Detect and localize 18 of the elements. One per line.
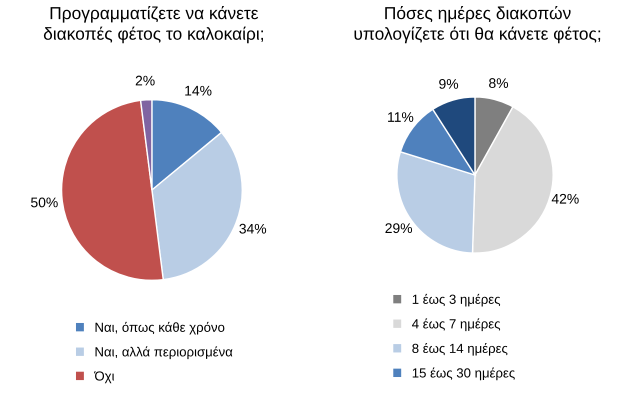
legend-label: 4 έως 7 ημέρες: [412, 318, 500, 332]
chart-title: Προγραμματίζετε να κάνετε διακοπές φέτος το καλοκαίρι;: [44, 6, 263, 44]
data-label: 34%: [239, 224, 266, 234]
data-label: 50%: [31, 197, 58, 208]
legend-label: Ναι, αλλά περιορισμένα: [96, 346, 232, 360]
legend-label: Όχι: [94, 371, 114, 384]
legend-label: 15 έως 30 ημέρες: [412, 368, 515, 380]
legend-label: 1 έως 3 ημέρες: [412, 294, 500, 307]
data-label: 9%: [439, 78, 458, 89]
data-label: 42%: [552, 194, 579, 204]
data-label: 2%: [136, 76, 155, 86]
chart-title: Πόσες ημέρες διακοπών υπολογίζετε ότι θα κάνετε φέτος;: [354, 6, 600, 44]
data-label: 29%: [385, 223, 412, 234]
legend-label: Ναι, όπως κάθε χρόνο: [96, 322, 224, 335]
data-label: 8%: [489, 78, 508, 88]
legend-label: 8 έως 14 ημέρες: [412, 342, 508, 356]
data-label: 11%: [388, 112, 414, 122]
data-label: 14%: [185, 86, 212, 96]
